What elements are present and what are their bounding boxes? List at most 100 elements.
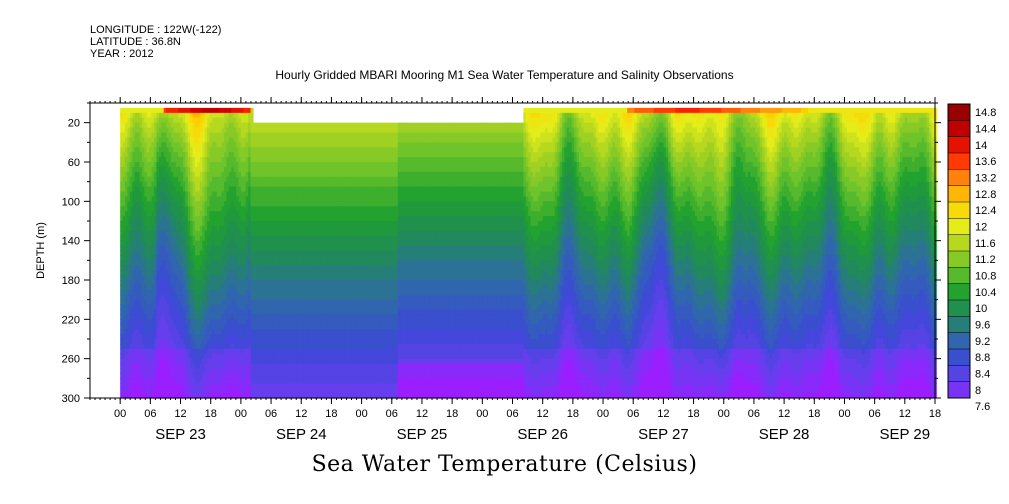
temperature-cell — [127, 363, 131, 370]
temperature-cell — [175, 343, 179, 350]
temperature-cell — [144, 221, 148, 227]
temperature-cell — [144, 319, 148, 325]
temperature-cell — [134, 280, 138, 286]
temperature-cell — [204, 324, 208, 330]
temperature-cell — [207, 393, 211, 399]
temperature-cell — [185, 334, 189, 340]
temperature-cell — [163, 166, 167, 173]
temperature-cell — [120, 334, 124, 340]
temperature-cell — [132, 147, 136, 153]
temperature-cell — [195, 230, 199, 237]
temperature-cell — [170, 324, 174, 330]
temperature-cell — [125, 206, 129, 212]
temperature-cell — [202, 142, 206, 148]
temperature-cell — [180, 157, 184, 163]
temperature-cell — [149, 260, 153, 266]
temperature-cell — [151, 265, 155, 271]
temperature-cell — [207, 363, 211, 370]
temperature-cell — [127, 339, 131, 345]
temperature-cell — [120, 216, 124, 222]
temperature-cell — [156, 265, 160, 271]
temperature-cell — [178, 299, 182, 306]
temperature-cell — [199, 132, 203, 139]
temperature-cell — [178, 186, 182, 193]
temperature-cell — [127, 225, 131, 232]
temperature-cell — [158, 132, 162, 139]
temperature-cell — [153, 363, 157, 370]
temperature-cell — [207, 284, 211, 291]
temperature-cell — [141, 373, 145, 379]
temperature-cell — [192, 171, 196, 178]
temperature-cell — [192, 275, 196, 281]
temperature-cell — [199, 343, 203, 350]
temperature-cell — [178, 393, 182, 399]
temperature-cell — [166, 339, 170, 345]
temperature-cell — [199, 112, 203, 119]
temperature-cell — [202, 225, 206, 232]
temperature-cell — [173, 142, 177, 148]
temperature-cell — [204, 353, 208, 360]
temperature-cell — [216, 324, 220, 330]
temperature-cell — [129, 211, 133, 217]
temperature-cell — [151, 147, 155, 153]
temperature-cell — [187, 260, 191, 266]
temperature-cell — [153, 107, 157, 114]
temperature-cell — [156, 137, 160, 143]
temperature-cell — [168, 201, 172, 207]
temperature-cell — [192, 353, 196, 360]
temperature-cell — [139, 289, 143, 296]
temperature-cell — [192, 265, 196, 271]
temperature-cell — [168, 383, 172, 389]
temperature-cell — [175, 162, 179, 168]
temperature-cell — [156, 147, 160, 153]
temperature-cell — [190, 383, 194, 389]
temperature-cell — [199, 388, 203, 394]
temperature-cell — [199, 230, 203, 237]
temperature-cell — [168, 250, 172, 257]
temperature-cell — [146, 373, 150, 379]
temperature-cell — [199, 348, 203, 355]
temperature-cell — [151, 289, 155, 296]
temperature-cell — [214, 280, 218, 286]
temperature-cell — [151, 211, 155, 217]
temperature-cell — [158, 176, 162, 183]
temperature-cell — [209, 280, 213, 286]
temperature-cell — [192, 176, 196, 183]
temperature-cell — [151, 378, 155, 384]
temperature-cell — [197, 117, 201, 124]
temperature-cell — [137, 383, 141, 389]
temperature-cell — [185, 393, 189, 399]
temperature-cell — [153, 112, 157, 119]
temperature-cell — [125, 339, 129, 345]
temperature-cell — [132, 107, 136, 114]
temperature-cell — [204, 309, 208, 316]
temperature-cell — [166, 142, 170, 148]
temperature-cell — [168, 225, 172, 232]
temperature-cell — [129, 383, 133, 389]
temperature-cell — [163, 299, 167, 306]
temperature-cell — [122, 383, 126, 389]
temperature-cell — [202, 137, 206, 143]
temperature-cell — [197, 216, 201, 222]
temperature-cell — [170, 284, 174, 291]
temperature-cell — [204, 289, 208, 296]
temperature-cell — [134, 107, 138, 114]
temperature-cell — [122, 147, 126, 153]
temperature-cell — [163, 142, 167, 148]
temperature-cell — [204, 142, 208, 148]
temperature-cell — [132, 324, 136, 330]
temperature-cell — [182, 314, 186, 320]
temperature-cell — [192, 280, 196, 286]
temperature-cell — [158, 181, 162, 188]
temperature-cell — [204, 137, 208, 143]
temperature-cell — [156, 368, 160, 375]
temperature-cell — [158, 230, 162, 237]
temperature-cell — [134, 358, 138, 365]
temperature-cell — [180, 260, 184, 266]
temperature-cell — [197, 363, 201, 370]
temperature-cell — [125, 353, 129, 360]
temperature-cell — [156, 132, 160, 139]
temperature-cell — [132, 319, 136, 325]
temperature-cell — [146, 280, 150, 286]
temperature-cell — [187, 196, 191, 202]
